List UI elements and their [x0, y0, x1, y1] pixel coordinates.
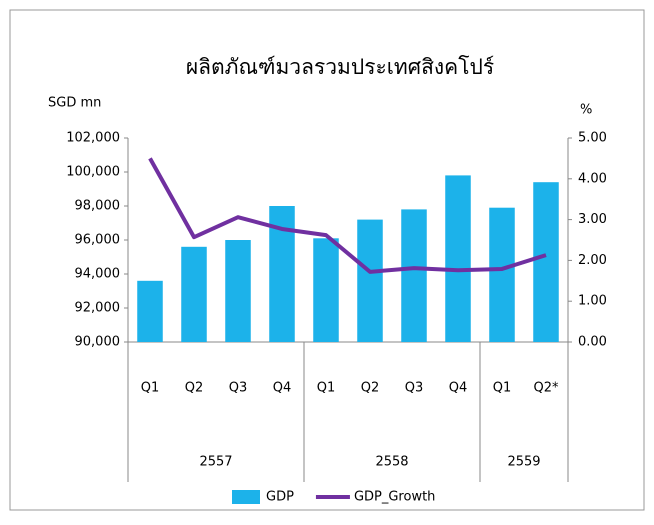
- bar: [181, 246, 207, 342]
- y-tick-label: 90,000: [75, 335, 121, 350]
- y-axis-label: SGD mn: [48, 96, 101, 111]
- group-label: 2559: [507, 455, 540, 470]
- bar: [533, 182, 559, 342]
- y-tick-label: 98,000: [75, 199, 121, 214]
- legend-label: GDP: [266, 490, 294, 505]
- bar: [357, 219, 383, 342]
- x-tick-label: Q1: [141, 381, 160, 396]
- y2-axis-label: %: [580, 103, 592, 118]
- line: [148, 157, 547, 274]
- bar: [313, 238, 339, 342]
- y2-tick-label: 5.00: [578, 131, 607, 146]
- x-tick-label: Q1: [493, 381, 512, 396]
- bar: [225, 240, 251, 342]
- x-tick-label: Q1: [317, 381, 336, 396]
- bar: [137, 280, 163, 342]
- y2-tick-label: 4.00: [578, 171, 607, 186]
- group-label: 2557: [199, 455, 232, 470]
- bar: [489, 207, 515, 342]
- x-tick-label: Q2: [185, 381, 204, 396]
- legend-swatch: [232, 490, 260, 504]
- x-tick-label: Q2*: [533, 381, 559, 396]
- y2-tick-label: 1.00: [578, 294, 607, 309]
- x-tick-label: Q4: [273, 381, 292, 396]
- x-tick-label: Q3: [229, 381, 248, 396]
- bar: [401, 209, 427, 342]
- y2-tick-label: 0.00: [578, 335, 607, 350]
- bar: [445, 175, 471, 342]
- chart-title: ผลิตภัณฑ์มวลรวมประเทศสิงคโปร์: [186, 55, 494, 79]
- y-tick-label: 102,000: [66, 131, 120, 146]
- y-tick-label: 94,000: [75, 267, 121, 282]
- y-tick-label: 100,000: [66, 165, 120, 180]
- x-tick-label: Q2: [361, 381, 380, 396]
- y2-tick-label: 3.00: [578, 212, 607, 227]
- y-tick-label: 92,000: [75, 301, 121, 316]
- x-tick-label: Q4: [449, 381, 468, 396]
- x-tick-label: Q3: [405, 381, 424, 396]
- y-tick-label: 96,000: [75, 233, 121, 248]
- y2-tick-label: 2.00: [578, 253, 607, 268]
- legend-label: GDP_Growth: [354, 490, 435, 505]
- group-label: 2558: [375, 455, 408, 470]
